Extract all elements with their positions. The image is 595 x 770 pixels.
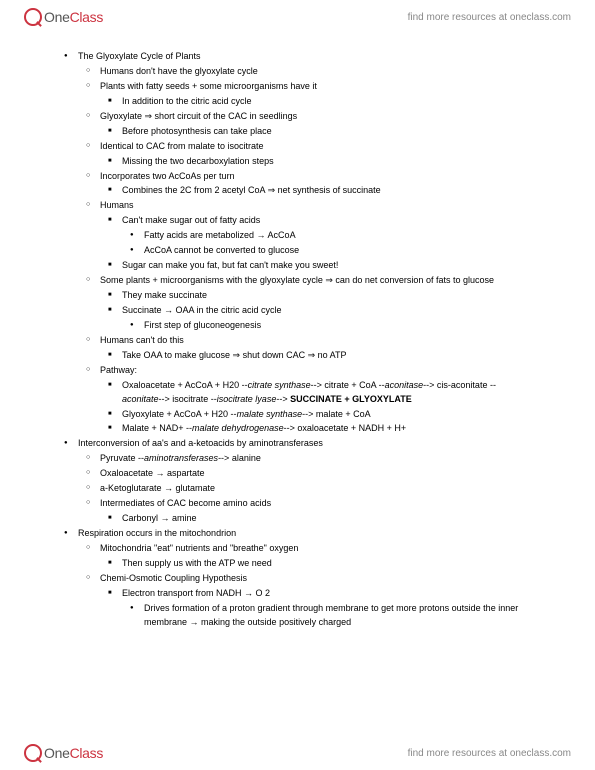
outline-item: Missing the two decarboxylation steps [104,155,535,169]
page-header: OneClass find more resources at oneclass… [0,0,595,34]
outline-item: a-Ketoglutarate → glutamate [82,482,535,496]
outline-item: Carbonyl → amine [104,512,535,526]
magnifier-icon [24,744,42,762]
outline-item: Some plants + microorganisms with the gl… [82,274,535,288]
outline-item: Intermediates of CAC become amino acids [82,497,535,511]
brand-text: OneClass [44,9,103,25]
outline-item: AcCoA cannot be converted to glucose [126,244,535,258]
magnifier-icon [24,8,42,26]
outline-item: Drives formation of a proton gradient th… [126,602,535,630]
outline-item: Before photosynthesis can take place [104,125,535,139]
outline-item: The Glyoxylate Cycle of Plants [60,50,535,64]
outline-item: Then supply us with the ATP we need [104,557,535,571]
outline-item: Take OAA to make glucose ⇒ shut down CAC… [104,349,535,363]
outline-item: Oxaloacetate + AcCoA + H20 --citrate syn… [104,379,535,407]
outline-item: Respiration occurs in the mitochondrion [60,527,535,541]
outline-item: Sugar can make you fat, but fat can't ma… [104,259,535,273]
outline-item: They make succinate [104,289,535,303]
brand-one: One [44,9,70,25]
outline-item: Chemi-Osmotic Coupling Hypothesis [82,572,535,586]
outline-item: Glyoxylate ⇒ short circuit of the CAC in… [82,110,535,124]
outline-item: Interconversion of aa's and a-ketoacids … [60,437,535,451]
outline-item: Pyruvate --aminotransferases--> alanine [82,452,535,466]
outline-item: Electron transport from NADH → O 2 [104,587,535,601]
outline-item: Pathway: [82,364,535,378]
outline-item: Plants with fatty seeds + some microorga… [82,80,535,94]
outline-item: Mitochondria "eat" nutrients and "breath… [82,542,535,556]
outline-item: Fatty acids are metabolized → AcCoA [126,229,535,243]
outline-list: The Glyoxylate Cycle of PlantsHumans don… [60,50,535,630]
outline-item: Succinate → OAA in the citric acid cycle [104,304,535,318]
outline-item: Oxaloacetate → aspartate [82,467,535,481]
footer-tagline: find more resources at oneclass.com [408,748,571,759]
outline-item: Malate + NAD+ --malate dehydrogenase--> … [104,422,535,436]
outline-item: Combines the 2C from 2 acetyl CoA ⇒ net … [104,184,535,198]
brand-class: Class [70,9,104,25]
outline-item: Humans don't have the glyoxylate cycle [82,65,535,79]
outline-item: First step of gluconeogenesis [126,319,535,333]
outline-item: Identical to CAC from malate to isocitra… [82,140,535,154]
brand-text-footer: OneClass [44,745,103,761]
page-footer: OneClass find more resources at oneclass… [0,736,595,770]
brand-one-footer: One [44,745,70,761]
outline-item: In addition to the citric acid cycle [104,95,535,109]
outline-item: Humans can't do this [82,334,535,348]
outline-item: Incorporates two AcCoAs per turn [82,170,535,184]
header-tagline: find more resources at oneclass.com [408,12,571,23]
outline-item: Can't make sugar out of fatty acids [104,214,535,228]
brand-class-footer: Class [70,745,104,761]
outline-item: Glyoxylate + AcCoA + H20 --malate syntha… [104,408,535,422]
outline-item: Humans [82,199,535,213]
notes-content: The Glyoxylate Cycle of PlantsHumans don… [0,34,595,647]
brand-logo-footer: OneClass [24,744,103,762]
brand-logo: OneClass [24,8,103,26]
